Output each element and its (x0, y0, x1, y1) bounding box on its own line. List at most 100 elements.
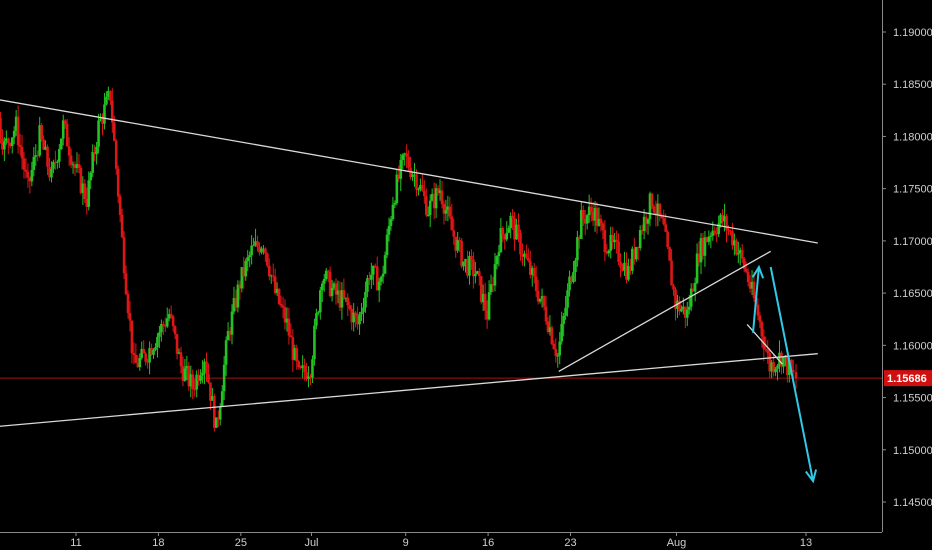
candle-body (497, 252, 501, 257)
trendline-rising-wedge-line[interactable] (558, 250, 771, 373)
candle-body (348, 305, 352, 309)
candle-body (105, 96, 108, 105)
candle (450, 204, 454, 231)
candle (8, 142, 12, 149)
projection-up-arrow[interactable] (751, 264, 765, 333)
candle (556, 352, 560, 368)
time-tick-label: 13 (800, 537, 812, 549)
candle (262, 245, 265, 255)
candle (672, 283, 675, 296)
candle (670, 249, 673, 286)
candle-body (632, 248, 636, 260)
candle (22, 152, 26, 179)
candle (152, 348, 155, 359)
candle-body (574, 260, 577, 273)
candle (311, 355, 314, 384)
trendline-upper-resistance[interactable] (0, 95, 818, 244)
projection-down-arrow[interactable] (769, 266, 818, 484)
arrow-head (751, 264, 765, 279)
candle-body (721, 214, 724, 222)
candle (505, 221, 509, 242)
candle (134, 343, 138, 364)
candle (540, 288, 544, 308)
candle (368, 271, 371, 285)
candle-body (175, 334, 179, 354)
candle-body (52, 161, 55, 169)
candle (220, 385, 224, 407)
candle-body (209, 382, 212, 401)
candle (601, 221, 605, 240)
candle-body (295, 348, 299, 362)
candle (248, 251, 251, 268)
candle-body (73, 164, 77, 168)
candle-body (585, 215, 589, 224)
candle-body (684, 306, 687, 318)
candle (120, 208, 124, 239)
candle (464, 258, 467, 273)
candle (193, 379, 197, 397)
candle (181, 356, 185, 387)
candle-body (707, 236, 711, 242)
candle (81, 176, 85, 206)
time-tick-label: Jul (304, 537, 318, 549)
candle-body (136, 362, 140, 368)
candle (252, 237, 255, 247)
candle (275, 282, 279, 297)
candle-body (560, 323, 563, 342)
candle-body (146, 361, 149, 363)
candle (342, 278, 346, 301)
candle-body (786, 355, 789, 375)
projection-arrows[interactable] (751, 264, 818, 484)
candle (209, 382, 212, 411)
price-axis[interactable]: 1.19000 1.18500 1.18000 1.17500 1.17000 1.165… (882, 0, 932, 532)
candle (476, 270, 479, 275)
price-tick-label: 1.15000 (893, 445, 932, 457)
candle-body (181, 366, 185, 381)
candle-body (118, 196, 122, 215)
trendline-lower-support[interactable] (0, 353, 818, 434)
candle (124, 265, 128, 296)
candle (303, 358, 306, 381)
candle (701, 232, 705, 260)
price-tick-label: 1.18000 (893, 131, 932, 143)
trendlines[interactable] (0, 95, 818, 434)
candle (38, 116, 41, 158)
candle-body (54, 161, 57, 163)
candle (631, 246, 634, 275)
candle-body (674, 289, 677, 309)
candle-body (373, 265, 377, 267)
candle-body (287, 318, 291, 336)
candle-body (103, 104, 106, 124)
candle-body (254, 241, 257, 246)
candle-body (50, 168, 53, 178)
candle (228, 327, 232, 342)
candle-body (234, 298, 238, 308)
candle (352, 303, 355, 332)
candle-body (242, 267, 246, 277)
candle (136, 355, 140, 368)
candle-body (250, 245, 253, 256)
candle (381, 265, 385, 284)
candle-body (61, 120, 65, 139)
candle (599, 214, 603, 232)
candle-body (693, 283, 697, 292)
candle-body (262, 248, 265, 250)
candle (735, 238, 738, 256)
candle-body (746, 271, 750, 283)
candle (250, 235, 253, 265)
candle-body (109, 90, 112, 101)
candle-body (311, 359, 314, 378)
candle-body (315, 313, 318, 326)
candle (199, 369, 202, 384)
candle (269, 274, 273, 284)
time-axis[interactable]: 11 18 25 Jul 9 16 23 Aug 13 (0, 532, 882, 549)
candle (242, 256, 246, 289)
candle (609, 226, 613, 259)
candle-body (629, 266, 632, 271)
candle (607, 249, 611, 257)
candle-body (128, 313, 132, 321)
candle-body (42, 139, 45, 150)
candle-body (203, 361, 206, 373)
candle (293, 344, 297, 361)
